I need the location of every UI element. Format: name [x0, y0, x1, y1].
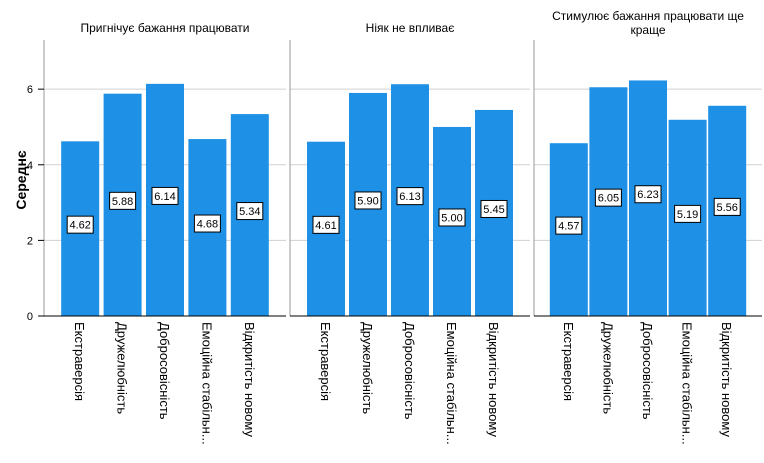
data-label-box [674, 204, 702, 223]
data-label: 6.13 [399, 191, 420, 203]
category-label: Добросовісність [157, 322, 172, 420]
data-label-box [312, 215, 340, 234]
data-label: 5.34 [239, 206, 260, 218]
category-label: Екстраверсія [561, 322, 576, 401]
category-label: Дружелюбність [360, 322, 375, 414]
data-label: 4.61 [315, 220, 336, 232]
data-label: 4.57 [558, 221, 579, 233]
data-label-box [480, 199, 508, 218]
y-axis: 0 2 4 6 [27, 84, 44, 323]
data-label-box [438, 208, 466, 227]
data-label-box [634, 185, 662, 204]
data-label-box [109, 191, 137, 210]
data-label-box [713, 197, 741, 216]
category-label: Добросовісність [402, 322, 417, 420]
category-label: Дружелюбність [115, 322, 130, 414]
category-label: Емоційна стабільн... [680, 322, 695, 445]
panel-title: Пригнічує бажання працювати [80, 21, 249, 35]
panel-title: краще [630, 23, 665, 37]
data-label-box [555, 216, 583, 235]
data-label: 5.90 [357, 195, 378, 207]
category-label: Відкритість новому [719, 322, 734, 437]
panel-title: Стимулює бажання працювати ще [552, 9, 744, 23]
y-axis-label: Середнє [13, 150, 29, 210]
data-label-box [193, 214, 221, 233]
panel-frames [43, 40, 762, 317]
category-label: Емоційна стабільн... [199, 322, 214, 445]
y-tick-label: 6 [27, 84, 33, 96]
data-label: 5.56 [716, 202, 737, 214]
data-label-box [66, 215, 94, 234]
category-label: Дружелюбність [600, 322, 615, 414]
category-labels: Екстраверсія Дружелюбність Добросовісність… [72, 322, 734, 445]
data-label-box [354, 191, 382, 210]
data-label-box [151, 186, 179, 205]
data-label: 6.23 [637, 189, 658, 201]
data-label: 6.14 [154, 191, 175, 203]
data-label: 4.68 [197, 219, 218, 231]
y-tick-label: 0 [27, 311, 33, 323]
y-tick-label: 4 [27, 160, 33, 172]
y-tick-label: 2 [27, 235, 33, 247]
data-label-box [236, 202, 264, 221]
panel-title: Ніяк не впливає [366, 21, 455, 35]
category-label: Емоційна стабільн... [444, 322, 459, 445]
data-label: 5.88 [112, 196, 133, 208]
data-label: 5.19 [677, 209, 698, 221]
category-label: Відкритість новому [242, 322, 257, 437]
category-label: Екстраверсія [72, 322, 87, 401]
data-label: 6.05 [598, 193, 619, 205]
data-label: 5.45 [483, 204, 504, 216]
data-label: 4.62 [69, 220, 90, 232]
data-label: 5.00 [441, 212, 462, 224]
data-label-box [594, 188, 622, 207]
category-label: Відкритість новому [486, 322, 501, 437]
data-labels: 4.62 5.88 6.14 4.68 5.34 4.61 5.90 6.13 5.00 5.45… [66, 185, 741, 235]
category-label: Добросовісність [640, 322, 655, 420]
panel-titles: Пригнічує бажання працювати Ніяк не вплив… [80, 9, 744, 37]
data-label-box [396, 187, 424, 206]
category-label: Екстраверсія [318, 322, 333, 401]
